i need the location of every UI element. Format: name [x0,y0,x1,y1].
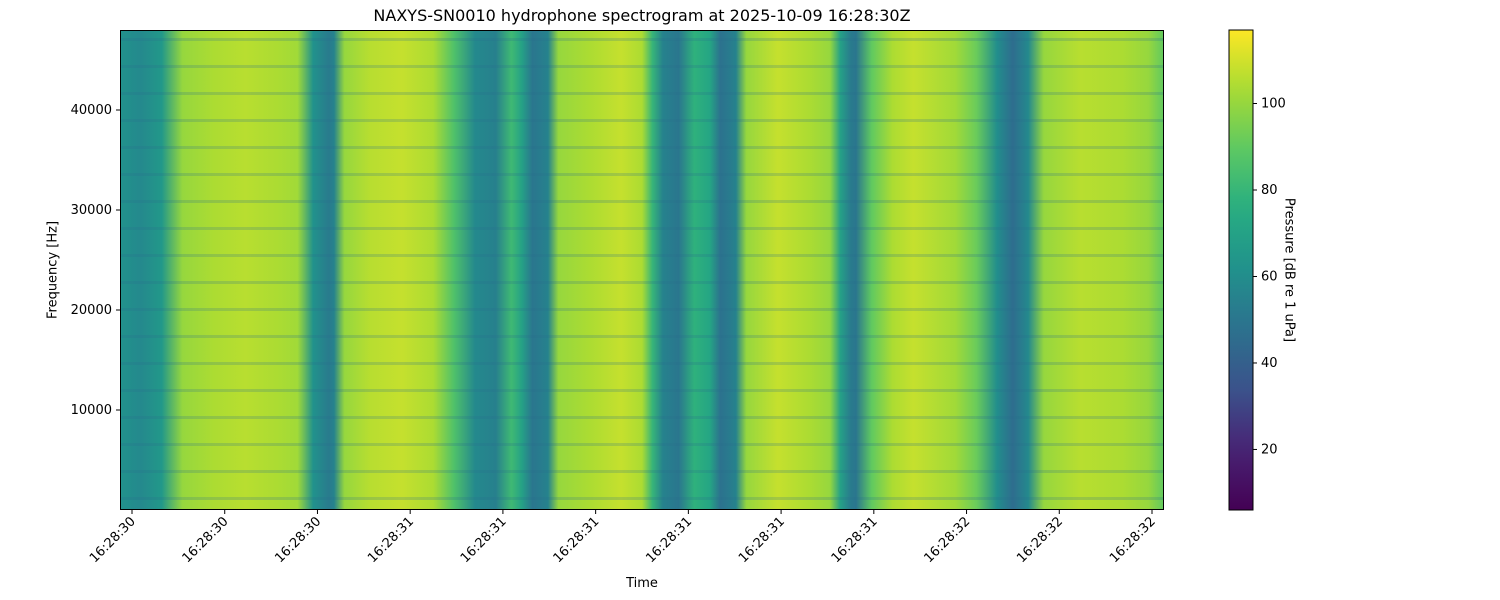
chart-title: NAXYS-SN0010 hydrophone spectrogram at 2… [373,6,911,25]
x-tick-label: 16:28:30 [87,514,139,566]
x-tick-label: 16:28:31 [643,514,695,566]
x-tick-label: 16:28:32 [1107,514,1159,566]
frequency-band-stripes [120,38,1164,500]
x-tick-label: 16:28:31 [551,514,603,566]
frequency-band [120,308,1164,311]
frequency-band [120,335,1164,338]
frequency-band [120,227,1164,230]
x-tick-label: 16:28:30 [272,514,324,566]
colorbar-tick-label: 80 [1261,183,1278,198]
frequency-band [120,146,1164,149]
x-axis: 16:28:30 16:28:30 16:28:30 16:28:31 16:28:31… [87,510,1159,566]
frequency-band [120,443,1164,446]
y-tick-label: 10000 [71,403,112,418]
colorbar-label: Pressure [dB re 1 uPa] [1281,197,1297,343]
colorbar-tick-label: 40 [1261,356,1278,371]
plot-frame [120,30,1164,510]
y-tick-label: 30000 [71,203,112,218]
y-tick-label: 20000 [71,303,112,318]
frequency-band [120,470,1164,473]
x-tick-label: 16:28:30 [180,514,232,566]
frequency-band [120,254,1164,257]
spectrogram-heatmap [120,30,1164,510]
colorbar: 20 40 60 80 100 [1228,29,1286,511]
frequency-band [120,497,1164,500]
y-axis-label: Frequency [Hz] [45,220,61,320]
frequency-band [120,200,1164,203]
x-tick-label: 16:28:32 [1014,514,1066,566]
y-tick-label: 40000 [71,103,112,118]
colorbar-gradient [1228,29,1254,511]
y-axis: 10000 20000 30000 40000 [71,103,120,418]
frequency-band [120,281,1164,284]
heatmap-surface [120,30,1164,510]
frequency-band [120,389,1164,392]
x-tick-label: 16:28:32 [921,514,973,566]
colorbar-tick-label: 100 [1261,97,1286,112]
x-tick-label: 16:28:31 [365,514,417,566]
colorbar-tick-label: 60 [1261,269,1278,284]
frequency-band [120,38,1164,41]
frequency-band [120,92,1164,95]
x-tick-label: 16:28:31 [736,514,788,566]
colorbar-tick-label: 20 [1261,442,1278,457]
x-axis-label: Time [626,576,658,591]
x-tick-label: 16:28:31 [458,514,510,566]
frequency-band [120,362,1164,365]
frequency-band [120,119,1164,122]
frequency-band [120,173,1164,176]
frequency-band [120,416,1164,419]
x-tick-label: 16:28:31 [829,514,881,566]
frequency-band [120,65,1164,68]
